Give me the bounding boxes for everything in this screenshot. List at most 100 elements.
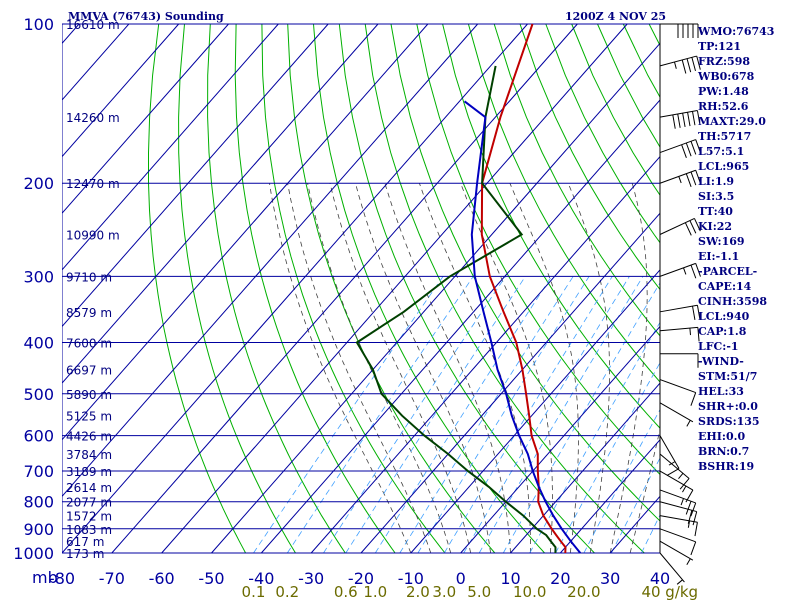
mixing-ratio-line xyxy=(399,276,574,554)
wind-barb-flag xyxy=(695,139,701,153)
pressure-tick-label: 900 xyxy=(23,520,54,539)
height-label: 2614 m xyxy=(66,481,112,495)
wind-barb-staff xyxy=(659,402,694,423)
chart-title: MMVA (76743) Sounding xyxy=(68,10,224,23)
pressure-tick-label: 700 xyxy=(23,462,54,481)
wind-barb-flag xyxy=(679,478,690,490)
wind-barb-flag xyxy=(697,327,700,342)
temperature-tick-label: -20 xyxy=(348,569,374,588)
pressure-tick-label: 500 xyxy=(23,385,54,404)
wind-barb xyxy=(660,23,699,38)
index-line: SI:3.5 xyxy=(698,190,734,203)
wind-barb-flag xyxy=(666,468,680,476)
moist-adiabat-line xyxy=(269,183,412,554)
wind-barb-half-flag xyxy=(686,558,691,566)
mixing-ratio-line xyxy=(323,276,506,554)
dry-adiabat-line xyxy=(313,23,545,554)
wind-barb xyxy=(659,540,694,566)
wind-barb-flag xyxy=(690,502,697,517)
isotherm-line xyxy=(360,212,660,554)
index-line: WMO:76743 xyxy=(697,25,774,38)
mixing-ratio-line xyxy=(345,276,526,554)
wind-barb-flag xyxy=(677,113,681,128)
wind-barb-staff xyxy=(659,435,680,469)
wind-barb xyxy=(659,489,697,517)
height-label: 1572 m xyxy=(66,510,112,524)
mixing-ratio-label: 20.0 xyxy=(567,583,600,600)
index-line: HEL:33 xyxy=(698,385,744,398)
mixing-ratio-line xyxy=(478,276,644,554)
mixing-ratio-line xyxy=(253,276,444,554)
mixing-ratio-label: 1.0 xyxy=(363,583,387,600)
wind-barb-flag xyxy=(690,264,697,279)
mixing-ratio-line xyxy=(641,514,660,554)
profile-parcel xyxy=(463,100,582,554)
wind-barb-flag xyxy=(690,541,697,556)
isotherm-line xyxy=(410,269,660,554)
dry-adiabat-line xyxy=(234,23,396,554)
index-line: CAPE:14 xyxy=(698,280,752,293)
isotherm-line xyxy=(62,23,528,554)
pressure-unit-label: mb xyxy=(32,568,58,587)
wind-barb-staff xyxy=(659,217,695,235)
wind-barb-staff xyxy=(659,326,698,332)
profile-dewpoint xyxy=(355,65,557,554)
index-line: TH:5717 xyxy=(698,130,751,143)
wind-barb-flag xyxy=(692,511,698,526)
wind-barb-staff xyxy=(659,552,685,583)
mixing-ratio-label: 10.0 xyxy=(513,583,546,600)
height-label: 4426 m xyxy=(66,430,112,444)
height-label: 8579 m xyxy=(66,306,112,320)
isotherm-line xyxy=(62,23,479,498)
temperature-tick-label: -40 xyxy=(248,569,274,588)
wind-barb xyxy=(659,169,701,187)
moist-adiabat-line xyxy=(567,183,610,554)
temperature-tick-label: 30 xyxy=(600,569,620,588)
mixing-ratio-line xyxy=(583,408,660,554)
dry-adiabat-line xyxy=(519,23,660,291)
isotherm-line xyxy=(161,23,628,554)
index-line: STM:51/7 xyxy=(698,370,757,383)
pressure-tick-label: 800 xyxy=(23,493,54,512)
wind-barb-flag xyxy=(689,220,697,234)
wind-barbs xyxy=(659,23,701,585)
dry-adiabat-line xyxy=(467,23,660,383)
wind-barb xyxy=(659,304,701,320)
pressure-tick-label: 300 xyxy=(23,267,54,286)
wind-barb-half-flag xyxy=(674,61,677,69)
wind-barb-flag xyxy=(681,144,687,159)
wind-barb-flag xyxy=(695,170,701,184)
plot-frame xyxy=(62,23,660,554)
mixing-ratio-line xyxy=(374,276,552,554)
dry-adiabat-line xyxy=(207,23,346,554)
isotherm-line xyxy=(62,23,180,158)
mixing-ratio-line xyxy=(286,276,474,554)
index-line: EI:-1.1 xyxy=(698,250,739,263)
wind-barb-flag xyxy=(694,522,698,537)
isotherm-line xyxy=(62,23,379,384)
wind-barb xyxy=(659,139,701,159)
index-line: BRN:0.7 xyxy=(698,445,749,458)
height-label: 6697 m xyxy=(66,364,112,378)
index-line: LI:1.9 xyxy=(698,175,734,188)
wind-barb-half-flag xyxy=(687,520,691,528)
wind-barb-flag xyxy=(690,171,697,186)
index-line: EHI:0.0 xyxy=(698,430,745,443)
wind-barb xyxy=(659,470,694,503)
index-line: TT:40 xyxy=(698,205,733,218)
wind-barb-flag xyxy=(693,218,701,232)
pressure-tick-label: 100 xyxy=(23,15,54,34)
wind-barb-flag xyxy=(692,111,696,126)
mixing-ratio-label: 3.0 xyxy=(432,583,456,600)
dry-adiabat-line xyxy=(364,23,645,554)
stability-indices-panel: WMO:76743 TP:121 FRZ:598 WB0:678 PW:1.48 RH:5… xyxy=(697,25,774,473)
height-label: 617 m xyxy=(66,535,104,549)
mixing-ratio-line xyxy=(611,457,660,554)
wind-barb xyxy=(659,110,701,129)
mixing-ratio-line xyxy=(443,276,613,554)
dry-adiabat-line xyxy=(416,23,660,476)
temperature-tick-label: -50 xyxy=(198,569,224,588)
wind-barb xyxy=(659,552,685,585)
pressure-tick-label: 1000 xyxy=(13,544,54,563)
pressure-tick-label: 200 xyxy=(23,174,54,193)
